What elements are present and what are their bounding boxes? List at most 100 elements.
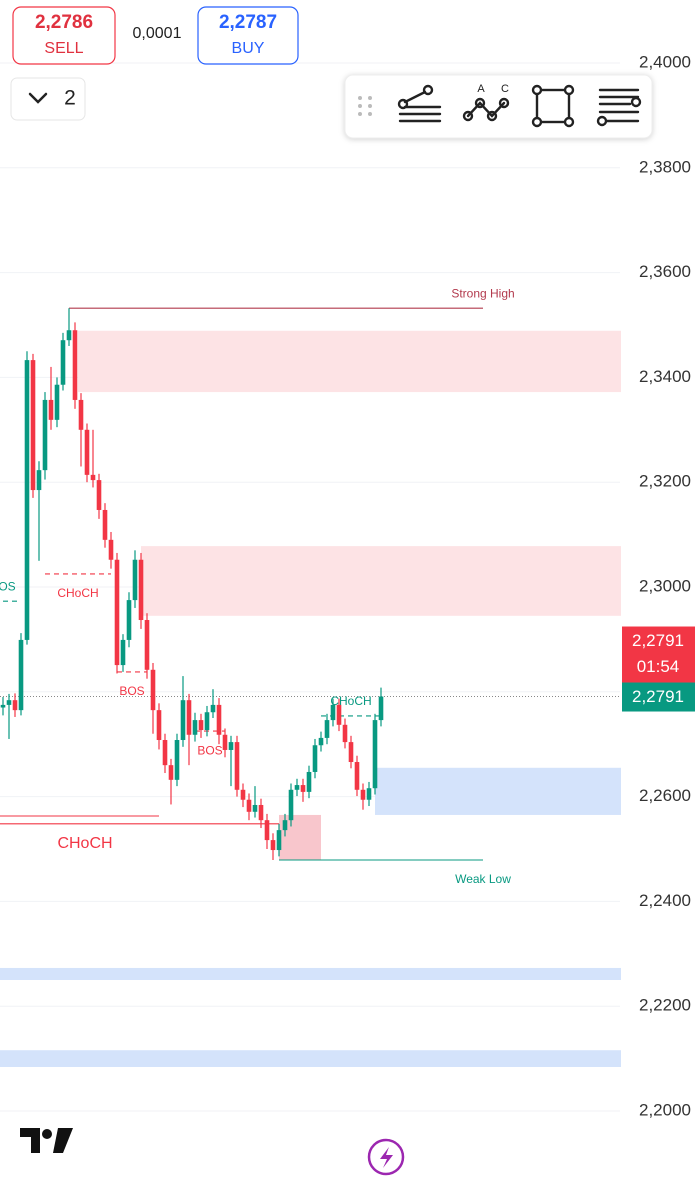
- candle-body: [48, 399, 54, 420]
- candle-body: [276, 830, 282, 851]
- zone: [0, 1050, 621, 1067]
- candle-body: [168, 765, 174, 780]
- zone: [141, 546, 621, 616]
- buy-button[interactable]: 2,2787 BUY: [197, 6, 299, 65]
- candle-body: [114, 559, 120, 666]
- interval-toggle[interactable]: 2: [10, 77, 86, 121]
- annotation-label: Strong High: [451, 286, 514, 300]
- candle-body: [0, 704, 6, 708]
- candle-body: [324, 720, 330, 738]
- fib-tool[interactable]: [596, 88, 642, 127]
- candle-body: [240, 789, 246, 800]
- candle-body: [342, 724, 348, 743]
- candle-body: [174, 740, 180, 780]
- candle-body: [336, 704, 342, 725]
- y-tick-label: 2,3200: [639, 472, 691, 491]
- y-tick-label: 2,2600: [639, 786, 691, 805]
- last-price-label: 2,2791: [632, 631, 684, 650]
- candle-body: [204, 712, 210, 731]
- candle-body: [132, 559, 138, 601]
- candle-body: [54, 384, 60, 420]
- zone: [78, 330, 621, 393]
- candle-body: [348, 742, 354, 763]
- drawing-toolbar: A C: [344, 74, 653, 139]
- candle-body: [228, 742, 234, 750]
- candle-body: [330, 704, 336, 721]
- candle-body: [300, 785, 306, 792]
- interval: 2: [64, 87, 76, 110]
- candle-body: [210, 704, 216, 713]
- zone: [0, 967, 621, 980]
- sell-price: 2,2786: [35, 12, 93, 33]
- candle-body: [192, 720, 198, 735]
- candle-body: [216, 704, 222, 735]
- y-tick-label: 2,3400: [639, 367, 691, 386]
- y-tick-label: 2,4000: [639, 52, 691, 71]
- candle-body: [378, 696, 384, 721]
- plot-area: Strong High Weak Low CHoCH BOS BOS BOS CHoCH CH…: [0, 62, 621, 1112]
- annotation-label: BOS: [0, 579, 16, 593]
- candle-body: [6, 700, 12, 705]
- buy-label: BUY: [232, 40, 265, 57]
- countdown: 01:54: [637, 657, 680, 676]
- candle-body: [312, 745, 318, 772]
- trend-line-tool[interactable]: [397, 84, 442, 123]
- buy-price: 2,2787: [219, 12, 277, 33]
- candle-body: [294, 785, 300, 790]
- pattern-tool[interactable]: [462, 97, 510, 122]
- sell-label: SELL: [44, 40, 83, 57]
- candle-body: [306, 771, 312, 792]
- candle-body: [126, 600, 132, 640]
- annotation-label: BOS: [197, 743, 222, 757]
- zone: [375, 767, 621, 815]
- y-tick-label: 2,2400: [639, 891, 691, 910]
- bid-price-badge: [622, 682, 695, 712]
- candle-body: [372, 720, 378, 789]
- candle-body: [60, 340, 66, 385]
- candle-body: [252, 804, 258, 812]
- candle-body: [264, 820, 270, 841]
- candle-body: [318, 737, 324, 746]
- candle-body: [102, 509, 108, 540]
- annotation-label: BOS: [119, 684, 144, 698]
- price-axis: 2,40002,38002,36002,34002,32002,30002,28…: [622, 52, 695, 1119]
- y-tick-label: 2,3000: [639, 576, 691, 595]
- candle-body: [234, 742, 240, 790]
- candle-body: [66, 330, 72, 341]
- annotation-label: Weak Low: [455, 872, 511, 886]
- candle-body: [96, 480, 102, 510]
- last-price-badge: [622, 626, 695, 683]
- candle-body: [138, 559, 144, 621]
- svg-text:C: C: [501, 83, 509, 95]
- candle-body: [270, 840, 276, 851]
- logo: [20, 1128, 73, 1153]
- candle-body: [180, 700, 186, 741]
- bid-price-label: 2,2791: [632, 687, 684, 706]
- candle-body: [186, 700, 192, 735]
- candle-body: [354, 762, 360, 790]
- candle-body: [360, 789, 366, 800]
- candle-body: [222, 734, 228, 750]
- candle-body: [36, 470, 42, 491]
- candle-body: [120, 639, 126, 666]
- spread: 0,0001: [133, 25, 182, 42]
- candle-body: [150, 669, 156, 711]
- quick-action[interactable]: [367, 1138, 405, 1176]
- annotation-label: CHoCH: [330, 694, 371, 708]
- annotation-label: CHoCH: [57, 586, 98, 600]
- candle-body: [24, 360, 30, 640]
- candle-body: [78, 399, 84, 430]
- candle-body: [246, 799, 252, 812]
- candle-body: [84, 429, 90, 475]
- y-tick-label: 2,2200: [639, 996, 691, 1015]
- sell-button[interactable]: 2,2786 SELL: [12, 6, 116, 65]
- candle-body: [108, 539, 114, 560]
- y-tick-label: 2,2000: [639, 1100, 691, 1119]
- y-tick-label: 2,3600: [639, 262, 691, 281]
- candle-body: [198, 720, 204, 731]
- candle-body: [288, 789, 294, 821]
- candle-body: [72, 330, 78, 400]
- candle-body: [12, 700, 18, 711]
- shape-tool[interactable]: [531, 84, 575, 128]
